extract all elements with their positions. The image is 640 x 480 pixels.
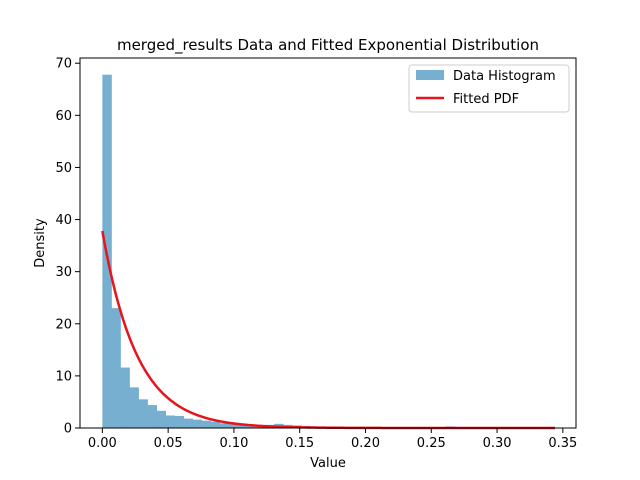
histogram-bar (201, 420, 212, 428)
legend-histogram-swatch (416, 70, 444, 80)
x-axis-label: Value (310, 456, 346, 471)
histogram-bar (210, 421, 221, 428)
y-axis-label: Density (33, 218, 48, 268)
y-axis-ticks: 0 10 20 30 40 50 60 70 (55, 57, 80, 437)
legend-pdf-label: Fitted PDF (453, 92, 519, 107)
x-tick-label: 0.20 (351, 436, 380, 451)
histogram-bar (129, 387, 139, 428)
histogram-bar (156, 410, 167, 428)
y-tick-label: 70 (55, 57, 72, 72)
histogram-bar (165, 415, 176, 428)
y-tick-label: 50 (55, 161, 72, 176)
x-tick-label: 0.35 (548, 436, 577, 451)
y-tick-label: 30 (55, 265, 72, 280)
x-tick-label: 0.05 (154, 436, 183, 451)
x-tick-label: 0.30 (483, 436, 512, 451)
fitted-pdf-line (101, 230, 555, 430)
y-tick-label: 40 (55, 213, 72, 228)
x-tick-label: 0.10 (219, 436, 248, 451)
histogram-bar (228, 423, 239, 428)
chart-title: merged_results Data and Fitted Exponenti… (117, 36, 539, 55)
histogram-bar (192, 419, 203, 428)
y-tick-label: 0 (64, 422, 72, 437)
histogram-bar (120, 367, 130, 428)
histogram-bar (183, 418, 194, 428)
histogram-bar (219, 423, 230, 428)
plot-frame (79, 57, 577, 429)
y-tick-label: 10 (55, 369, 72, 384)
x-tick-label: 0.00 (88, 436, 117, 451)
legend-box (408, 64, 570, 113)
legend-histogram-label: Data Histogram (453, 69, 556, 84)
histogram-bar (174, 416, 185, 428)
legend: Data Histogram Fitted PDF (408, 64, 570, 113)
histogram-bar (147, 405, 157, 428)
histogram-bar (138, 399, 148, 428)
x-axis-ticks: 0.00 0.05 0.10 0.15 0.20 0.25 0.30 0.35 (88, 428, 577, 451)
y-tick-label: 20 (55, 317, 72, 332)
histogram-bar (237, 423, 248, 428)
x-tick-label: 0.25 (417, 436, 446, 451)
y-tick-label: 60 (55, 109, 72, 124)
histogram-bars (102, 74, 555, 429)
histogram-bar (111, 308, 121, 428)
x-tick-label: 0.15 (285, 436, 314, 451)
